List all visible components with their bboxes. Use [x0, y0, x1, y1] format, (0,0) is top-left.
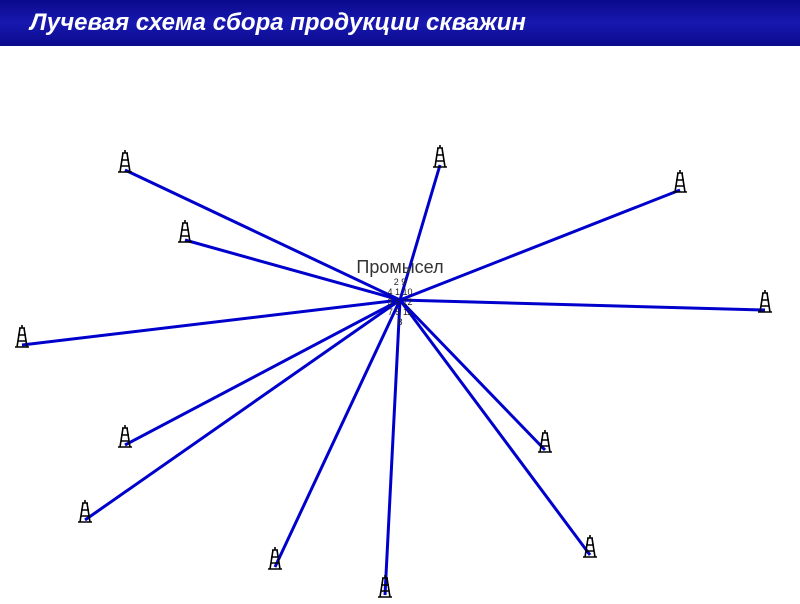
center-number-line: 3 6 12: [387, 297, 412, 307]
well-icon: [15, 325, 29, 349]
center-number-line: 7 5 11: [387, 307, 412, 317]
well-icon: [178, 220, 192, 244]
edge: [125, 300, 400, 445]
edge: [385, 300, 400, 595]
edge: [275, 300, 400, 567]
center-number-line: 8: [387, 317, 412, 327]
center-numbers: 2 94 1 103 6 127 5 118: [387, 277, 412, 327]
well-icon: [758, 290, 772, 314]
well-icon: [78, 500, 92, 524]
well-icon: [118, 150, 132, 174]
well-icon: [673, 170, 687, 194]
diagram-area: Промысел 2 94 1 103 6 127 5 118: [0, 50, 800, 596]
well-icon: [538, 430, 552, 454]
edge: [400, 300, 590, 555]
well-icon: [268, 547, 282, 571]
center-number-line: 4 1 10: [387, 287, 412, 297]
edge: [400, 190, 680, 300]
edge: [400, 300, 545, 450]
well-icon: [433, 145, 447, 169]
well-icon: [583, 535, 597, 559]
edge: [400, 300, 765, 310]
slide-title: Лучевая схема сбора продукции скважин: [30, 9, 526, 37]
edge: [125, 170, 400, 300]
well-icon: [378, 575, 392, 599]
center-number-line: 2 9: [387, 277, 412, 287]
well-icon: [118, 425, 132, 449]
title-bar: Лучевая схема сбора продукции скважин: [0, 0, 800, 50]
center-label: Промысел: [356, 257, 443, 278]
